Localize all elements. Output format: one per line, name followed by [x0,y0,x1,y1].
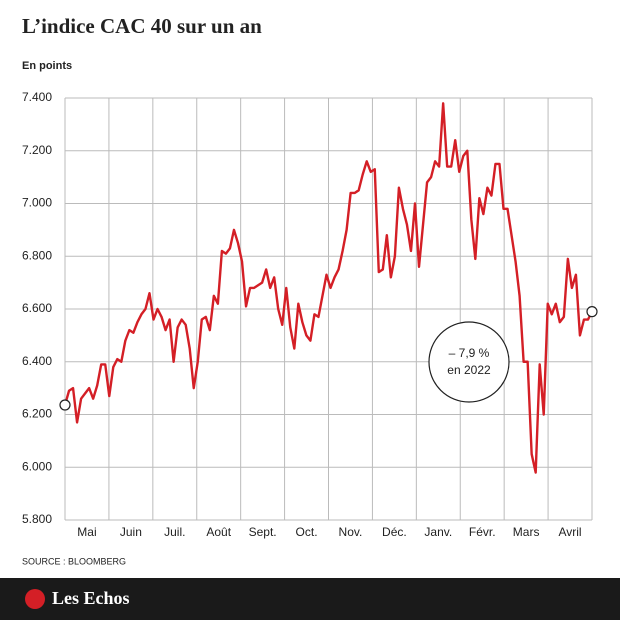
x-tick-label: Déc. [382,525,407,539]
y-tick-label: 6.200 [22,407,52,421]
chart-title: L’indice CAC 40 sur un an [22,14,262,38]
y-tick-label: 7.000 [22,196,52,210]
source: SOURCE : BLOOMBERG [22,556,126,566]
annotation: en 2022 [447,363,491,377]
end-marker [586,306,598,318]
line [63,102,594,474]
x-tick-label: Août [206,525,231,539]
annotation: – 7,9 % [449,346,490,360]
y-tick-label: 6.600 [22,301,52,315]
x-tick-label: Oct. [296,525,318,539]
x-tick-label: Juin [120,525,142,539]
logo-icon [25,589,45,609]
x-tick-label: Mai [77,525,96,539]
logo: Les Echos [52,588,130,608]
x-tick-label: Sept. [249,525,277,539]
x-tick-label: Juil. [164,525,185,539]
y-tick-label: 6.000 [22,459,52,473]
y-axis-label: En points [22,60,72,72]
x-tick-label: Mars [513,525,540,539]
end-marker [59,399,71,411]
annotation-circle [428,321,510,403]
x-tick-label: Févr. [469,525,496,539]
x-tick-label: Avril [558,525,581,539]
y-tick-label: 7.200 [22,143,52,157]
y-tick-label: 6.800 [22,248,52,262]
footer-bar [0,578,620,620]
x-tick-label: Janv. [424,525,452,539]
y-tick-label: 6.400 [22,354,52,368]
y-tick-label: 5.800 [22,512,52,526]
x-tick-label: Nov. [339,525,363,539]
y-tick-label: 7.400 [22,90,52,104]
